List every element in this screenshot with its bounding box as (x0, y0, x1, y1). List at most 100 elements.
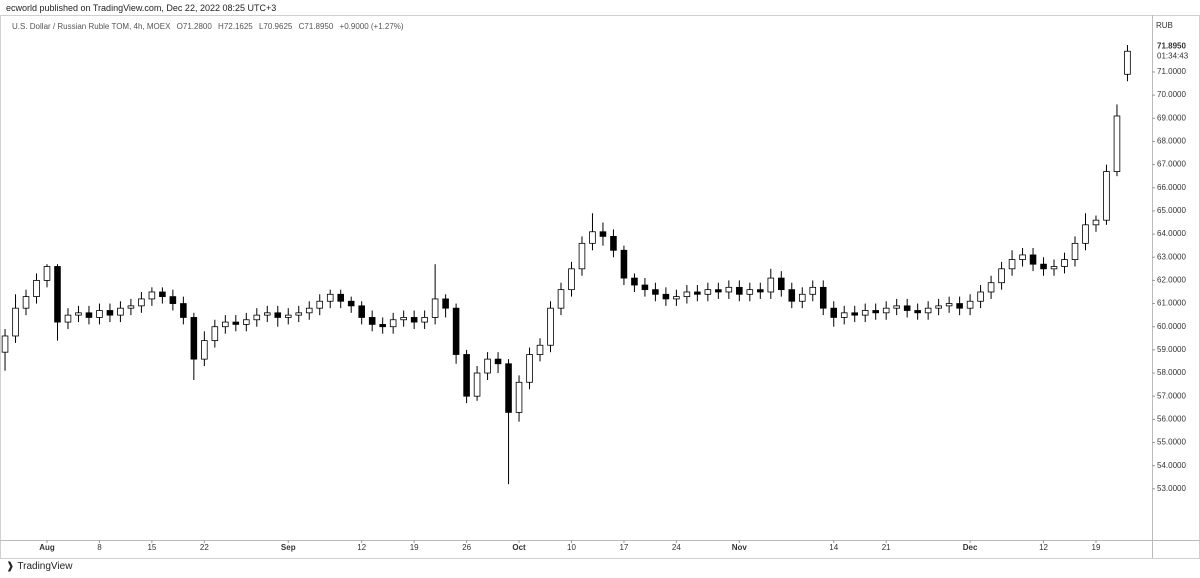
candle-body (484, 358, 491, 374)
candle-body (75, 312, 82, 316)
candle-body (851, 312, 859, 316)
candle-body (463, 354, 470, 397)
candle-body (694, 291, 701, 295)
candle-body (1050, 266, 1058, 270)
symbol-title: U.S. Dollar / Russian Ruble TOM, 4h, MOE… (12, 22, 171, 31)
y-tick-label: 60.0000 (1157, 322, 1186, 331)
symbol-legend: U.S. Dollar / Russian Ruble TOM, 4h, MOE… (12, 22, 408, 31)
candle-body (358, 305, 365, 318)
x-tick-label: Nov (732, 543, 748, 552)
y-tick-label: 67.0000 (1157, 160, 1186, 169)
x-tick-label: 19 (1092, 543, 1101, 552)
candle-body (190, 317, 198, 360)
candle-body (368, 317, 376, 325)
x-tick-label: 21 (882, 543, 891, 552)
x-tick-label: 12 (1039, 543, 1048, 552)
candle-body (1061, 259, 1068, 267)
candle-body (379, 323, 386, 328)
legend-change: +0.9000 (+1.27%) (339, 22, 404, 31)
candle-body (536, 344, 544, 355)
y-tick-label: 62.0000 (1157, 276, 1186, 285)
candle-body (1029, 254, 1037, 265)
candle-body (316, 300, 324, 309)
x-tick-label: 10 (567, 543, 576, 552)
candle-body (22, 296, 30, 309)
y-tick-label: 66.0000 (1157, 183, 1186, 192)
candle-body (966, 300, 974, 309)
candle-body (1113, 115, 1121, 172)
y-tick-label: 59.0000 (1157, 345, 1186, 354)
candle-body (893, 305, 900, 309)
candle-body (410, 317, 418, 323)
candle-body (641, 284, 649, 291)
candle-body (746, 289, 754, 295)
candle-body (12, 307, 19, 337)
candle-body (557, 289, 565, 309)
x-tick-label: 8 (97, 543, 102, 552)
candle-body (861, 310, 869, 316)
candle-body (987, 282, 995, 293)
candle-body (1019, 254, 1026, 260)
candle-body (180, 303, 187, 318)
x-tick-label: 12 (357, 543, 366, 552)
candle-body (85, 312, 93, 318)
candle-body (452, 307, 460, 355)
candle-body (284, 314, 292, 318)
legend-high: H72.1625 (218, 22, 253, 31)
candle-body (505, 363, 512, 413)
candle-body (809, 286, 817, 295)
y-tick-label: 65.0000 (1157, 206, 1186, 215)
candle-body (389, 319, 397, 328)
x-tick-label: 14 (829, 543, 838, 552)
candle-body (347, 300, 355, 307)
candle-body (96, 310, 103, 318)
y-tick-label: 64.0000 (1157, 229, 1186, 238)
legend-open: O71.2800 (176, 22, 212, 31)
x-tick-label: 19 (410, 543, 419, 552)
publisher-line: ecworld published on TradingView.com, De… (6, 3, 277, 13)
chart-frame (0, 15, 1200, 559)
candle-body (683, 291, 691, 298)
x-tick-label: 22 (200, 543, 209, 552)
x-tick-label: Dec (963, 543, 978, 552)
x-tick-label: Aug (39, 543, 55, 552)
y-tick-label: 53.0000 (1157, 484, 1186, 493)
candle-body (547, 307, 554, 346)
candle-body (1040, 263, 1047, 270)
legend-low: L70.9625 (258, 22, 293, 31)
y-tick-label: 68.0000 (1157, 137, 1186, 146)
candle-body (64, 314, 72, 323)
candle-body (169, 296, 177, 304)
candle-body (715, 289, 722, 293)
x-tick-label: 17 (619, 543, 628, 552)
candle-body (33, 279, 40, 298)
bar-countdown: 01:34:43 (1157, 51, 1189, 60)
candle-body (631, 277, 638, 286)
candle-body (127, 305, 135, 309)
candle-body (757, 289, 764, 293)
candle-body (159, 291, 166, 298)
candle-body (924, 307, 932, 314)
candle-body (494, 358, 502, 365)
candle-body (1008, 259, 1016, 270)
candle-body (610, 235, 617, 251)
last-price: 71.8950 (1157, 41, 1186, 50)
candle-body (211, 326, 219, 342)
x-tick-label: Oct (512, 543, 526, 552)
candle-body (798, 293, 806, 302)
candle-body (673, 296, 680, 300)
candle-body (337, 293, 344, 302)
candle-body (106, 310, 114, 316)
logo-icon: ❱ (6, 561, 15, 572)
candle-body (578, 242, 586, 270)
y-tick-label: 57.0000 (1157, 391, 1186, 400)
candle-body (945, 303, 953, 307)
candle-body (903, 305, 911, 311)
candle-body (736, 286, 743, 295)
candle-body (840, 312, 848, 318)
candle-body (305, 307, 313, 314)
candle-body (263, 312, 271, 316)
y-tick-label: 71.0000 (1157, 67, 1186, 76)
candle-body (201, 340, 208, 360)
